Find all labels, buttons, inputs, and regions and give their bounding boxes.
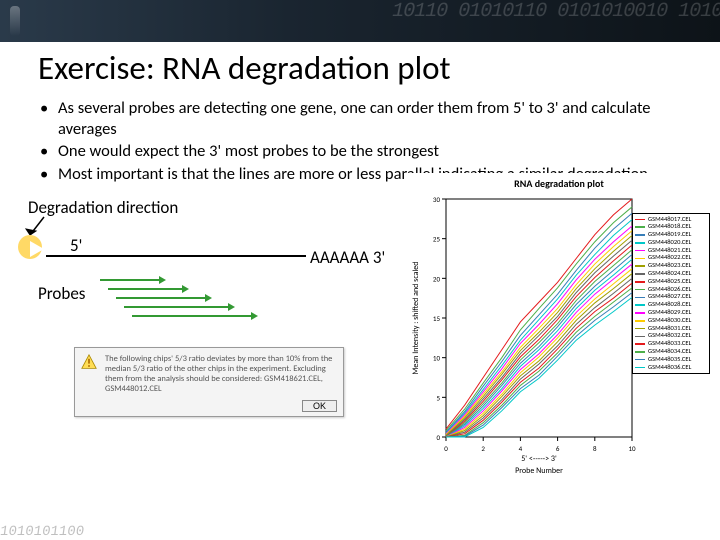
svg-text:10: 10: [433, 353, 441, 362]
svg-text:6: 6: [556, 444, 560, 453]
svg-text:0: 0: [436, 433, 440, 442]
legend-swatch: [635, 320, 645, 322]
warning-icon: [81, 354, 97, 370]
top-banner: 10110 01010110 0101010010 1010: [0, 0, 720, 42]
svg-text:25: 25: [433, 234, 441, 243]
legend-swatch: [635, 219, 645, 221]
chart-title: RNA degradation plot: [514, 177, 604, 190]
legend-swatch: [635, 273, 645, 275]
legend-swatch: [635, 265, 645, 267]
lower-region: Degradation direction 5' AAAAAA 3' Probe…: [0, 187, 720, 527]
five-prime-label: 5': [70, 235, 82, 256]
chart-series-line: [446, 225, 632, 433]
legend-swatch: [635, 351, 645, 353]
page-title: Exercise: RNA degradation plot: [0, 42, 720, 98]
chart-xlabel-1: 5' <-----> 3': [521, 454, 557, 464]
probe-arrow: [132, 315, 252, 317]
legend-swatch: [635, 250, 645, 252]
banner-digits: 10110 01010110 0101010010 1010: [385, 0, 720, 42]
footer-digits: 1010101100: [0, 524, 85, 540]
svg-text:8: 8: [593, 444, 597, 453]
legend-swatch: [635, 343, 645, 345]
svg-text:5: 5: [436, 393, 440, 402]
legend-swatch: [635, 359, 645, 361]
probe-arrow: [124, 306, 229, 308]
probe-arrow: [100, 279, 160, 281]
chart-series-line: [446, 259, 632, 437]
chart-series-line: [446, 297, 632, 437]
legend-row: GSM448036.CEL: [635, 364, 707, 372]
svg-text:0: 0: [444, 444, 448, 453]
chart-series-line: [446, 213, 632, 432]
svg-text:10: 10: [628, 444, 636, 453]
chart-series-line: [446, 219, 632, 432]
legend-swatch: [635, 242, 645, 244]
gene-line: [46, 255, 306, 257]
bullet-item: One would expect the 3' most probes to b…: [40, 141, 680, 162]
chart-legend: GSM448017.CELGSM448018.CELGSM448019.CELG…: [632, 213, 710, 375]
legend-swatch: [635, 258, 645, 260]
svg-text:30: 30: [433, 195, 441, 204]
legend-swatch: [635, 281, 645, 283]
rna-degradation-chart: RNA degradation plot 0 5 10 15 20 25 30 0 2 4 6 8 10 M…: [404, 173, 714, 481]
svg-text:15: 15: [433, 314, 441, 323]
svg-text:4: 4: [519, 444, 523, 453]
legend-swatch: [635, 234, 645, 236]
ok-button[interactable]: OK: [302, 400, 337, 412]
warning-dialog: The following chips' 5/3 ratio deviates …: [74, 347, 344, 417]
pacman-icon: [18, 235, 42, 259]
legend-label: GSM448036.CEL: [648, 364, 691, 372]
probe-arrow: [108, 288, 183, 290]
chart-xlabel-2: Probe Number: [515, 466, 563, 476]
legend-swatch: [635, 304, 645, 306]
legend-swatch: [635, 312, 645, 314]
chart-ylabel: Mean Intensity : shifted and scaled: [411, 261, 421, 374]
legend-swatch: [635, 297, 645, 299]
legend-swatch: [635, 289, 645, 291]
dialog-text: The following chips' 5/3 ratio deviates …: [105, 354, 332, 394]
legend-swatch: [635, 367, 645, 369]
polya-label: AAAAAA 3': [310, 247, 385, 268]
probe-arrow: [116, 297, 206, 299]
bullet-item: As several probes are detecting one gene…: [40, 98, 680, 139]
svg-text:20: 20: [433, 274, 441, 283]
legend-swatch: [635, 336, 645, 338]
legend-swatch: [635, 226, 645, 228]
svg-text:2: 2: [481, 444, 485, 453]
legend-swatch: [635, 328, 645, 330]
probes-label: Probes: [38, 283, 85, 304]
